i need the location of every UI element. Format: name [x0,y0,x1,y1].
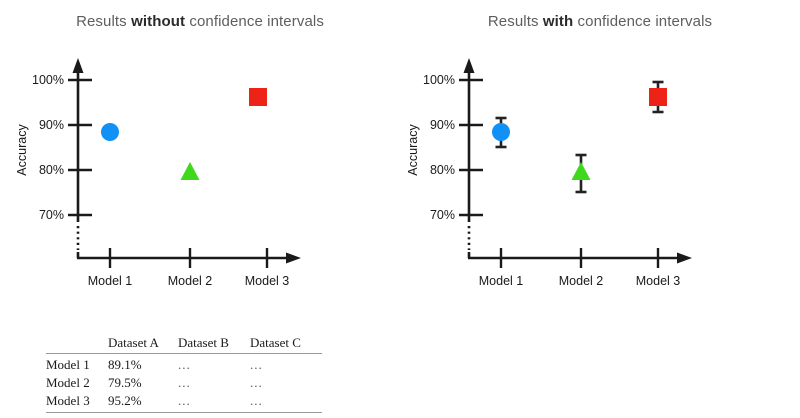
cell-dataset-a: 95.2% [108,392,178,413]
y-tick-label-100: 100% [423,73,455,87]
table-row: Model 1 89.1% ... ... [46,354,322,375]
cell-dataset-b: ... [178,375,191,390]
panel-left-title-prefix: Results [76,13,132,30]
x-tick-label-model-1: Model 1 [87,274,133,288]
x-tick-label-model-3: Model 3 [244,274,290,288]
marker-model-2-triangle [180,162,200,180]
marker-model-3-square [249,88,267,106]
y-tick-label-90: 90% [429,118,455,132]
table-header-dataset-c: Dataset C [250,334,322,354]
table-row: Model 3 95.2% ... ... [46,392,322,413]
marker-model-3-square [649,88,667,106]
x-axis-arrowhead [677,252,692,264]
panel-right-title-suffix: confidence intervals [573,13,713,30]
panel-left-title: Results without confidence intervals [0,13,400,30]
cell-model-name: Model 2 [46,375,90,390]
marker-model-1-circle [101,123,119,141]
panel-right-title: Results with confidence intervals [400,13,800,30]
panel-without-ci: Results without confidence intervals Acc… [0,13,400,413]
panel-right-title-emphasis: with [542,13,574,30]
x-tick-label-model-3: Model 3 [635,274,681,288]
cell-dataset-a: 79.5% [108,375,142,390]
table-row: Model 2 79.5% ... ... [46,374,322,392]
cell-dataset-a: 89.1% [108,357,142,372]
cell-dataset-c: ... [250,375,263,390]
y-tick-label-70: 70% [429,208,455,222]
cell-dataset-c: ... [250,357,263,372]
cell-model-name: Model 1 [46,357,90,372]
table-header-corner [46,334,108,354]
x-tick-label-model-2: Model 2 [558,274,604,288]
cell-dataset-b: ... [178,392,250,413]
panel-left-title-emphasis: without [131,13,186,30]
x-axis-arrowhead [286,252,301,264]
panel-with-ci: Results with confidence intervals [400,0,800,418]
panel-left-title-suffix: confidence intervals [185,13,324,30]
y-axis-arrowhead [463,58,475,73]
x-tick-label-model-2: Model 2 [167,274,213,288]
table-header-row: Dataset A Dataset B Dataset C [46,334,322,354]
plot-area-right [459,58,692,268]
cell-model-name: Model 3 [46,392,108,413]
plot-area-left [68,58,301,268]
y-axis-arrowhead [72,58,84,73]
marker-model-2-triangle [571,162,591,180]
y-tick-label-100: 100% [32,73,64,87]
table-header-dataset-b: Dataset B [178,334,250,354]
cell-dataset-b: ... [178,357,191,372]
x-tick-label-model-1: Model 1 [478,274,524,288]
y-tick-label-80: 80% [429,163,455,177]
panel-right-title-prefix: Results [487,13,543,30]
marker-model-1-circle [492,123,510,141]
table-header-dataset-a: Dataset A [108,334,178,354]
y-tick-label-80: 80% [38,163,64,177]
cell-dataset-c: ... [250,392,322,413]
results-table-without-ci: Dataset A Dataset B Dataset C Model 1 89… [46,334,322,413]
y-tick-label-70: 70% [38,208,64,222]
y-tick-label-90: 90% [38,118,64,132]
